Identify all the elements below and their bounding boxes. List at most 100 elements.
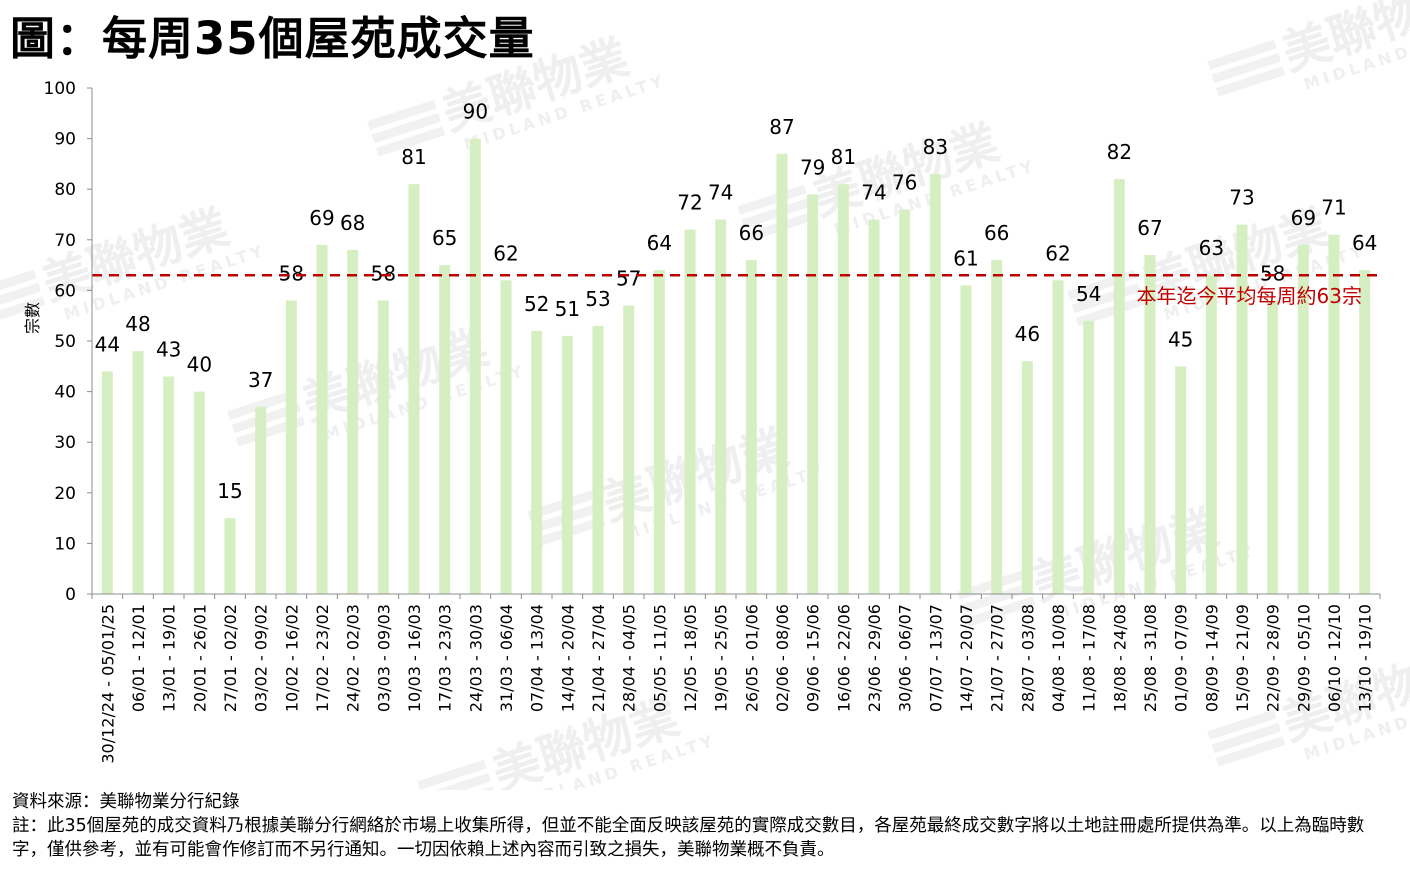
- watermark-stripe: [0, 296, 46, 327]
- bar-value-label: 62: [493, 241, 518, 265]
- watermark-stripe: [965, 596, 1036, 627]
- x-tick-label: 06/10 - 12/10: [1325, 604, 1344, 712]
- bar: [1267, 300, 1279, 594]
- x-tick-label: 13/10 - 19/10: [1356, 604, 1375, 712]
- bar-value-label: 81: [401, 145, 426, 169]
- watermark-stripe: [741, 197, 811, 229]
- x-tick-label: 14/04 - 20/04: [558, 604, 577, 712]
- axes: [87, 87, 1381, 599]
- bar-value-label: 62: [1045, 241, 1070, 265]
- bar: [101, 371, 113, 594]
- x-tick-label: 18/08 - 24/08: [1110, 604, 1129, 712]
- y-tick-label: 90: [54, 130, 76, 150]
- watermark-stripe: [1207, 39, 1277, 70]
- x-tick-label: 02/06 - 08/06: [773, 604, 792, 712]
- bar-value-label: 53: [585, 287, 610, 311]
- bar: [807, 194, 819, 594]
- bar-value-label: 66: [984, 221, 1009, 245]
- x-tick-label: 04/08 - 10/08: [1049, 604, 1068, 712]
- bar: [285, 300, 297, 594]
- bar-value-label: 81: [831, 145, 856, 169]
- bar: [561, 335, 573, 594]
- watermark-stripe: [1207, 709, 1277, 740]
- page-title: 圖：每周35個屋苑成交量: [10, 12, 535, 65]
- bar-value-label: 87: [769, 115, 794, 139]
- watermark-stripe: [231, 402, 301, 434]
- x-tick-label: 05/05 - 11/05: [650, 604, 669, 712]
- bar-value-label: 58: [371, 262, 396, 286]
- bar: [439, 265, 451, 594]
- x-tick-label: 13/01 - 19/01: [160, 604, 179, 712]
- y-tick-label: 80: [54, 180, 76, 200]
- x-tick-label: 17/02 - 23/02: [313, 604, 332, 712]
- x-tick-label: 10/03 - 16/03: [405, 604, 424, 712]
- bar: [163, 376, 175, 594]
- x-tick-label: 19/05 - 25/05: [712, 604, 731, 712]
- x-tick-label: 08/09 - 14/09: [1202, 604, 1221, 712]
- bar: [929, 174, 941, 594]
- bar-value-label: 74: [861, 181, 886, 205]
- x-tick-label: 16/06 - 22/06: [834, 604, 853, 712]
- bar-value-label: 69: [1291, 206, 1316, 230]
- x-tick-label: 25/08 - 31/08: [1141, 604, 1160, 712]
- x-tick-label: 03/03 - 09/03: [374, 604, 393, 712]
- bar: [837, 184, 849, 594]
- watermark-stripe: [227, 389, 297, 420]
- bar: [1113, 179, 1125, 594]
- watermark-stripe: [1211, 722, 1281, 754]
- x-tick-label: 07/04 - 13/04: [528, 604, 547, 712]
- y-tick-label: 10: [54, 534, 76, 554]
- bar: [653, 270, 665, 594]
- x-tick-label: 12/05 - 18/05: [681, 604, 700, 712]
- x-tick-label: 21/07 - 27/07: [988, 604, 1007, 712]
- bar: [1021, 361, 1033, 594]
- bar: [1328, 234, 1340, 595]
- bar-value-label: 69: [309, 206, 334, 230]
- average-label: 本年迄今平均每周約63宗: [1137, 284, 1362, 308]
- footer-source: 資料來源：美聯物業分行紀錄: [12, 792, 240, 812]
- bar-value-label: 66: [739, 221, 764, 245]
- bar-series: [101, 138, 1371, 595]
- bar-value-label: 67: [1137, 216, 1162, 240]
- bar: [1144, 254, 1156, 595]
- x-tick-label: 28/04 - 04/05: [620, 604, 639, 712]
- x-tick-label: 22/09 - 28/09: [1264, 604, 1283, 712]
- y-axis-label: 宗數: [23, 302, 42, 334]
- watermark-stripe: [417, 759, 487, 790]
- y-tick-labels: 0 10 20 30 40 50 60 70 80 90 100: [44, 79, 76, 605]
- x-tick-label: 29/09 - 05/10: [1294, 604, 1313, 712]
- bar-value-label: 76: [892, 170, 917, 194]
- bar-value-label: 90: [463, 100, 488, 124]
- watermark-stripe: [367, 99, 437, 130]
- y-tick-label: 40: [54, 383, 76, 403]
- footer: 資料來源：美聯物業分行紀錄 註：此35個屋苑的成交資料乃根據美聯分行網絡於市場上…: [12, 790, 1397, 862]
- bar: [1175, 366, 1187, 594]
- x-tick-labels: 30/12/24 - 05/01/25 06/01 - 12/01 13/01 - …: [98, 604, 1374, 764]
- bar-value-label: 72: [677, 191, 702, 215]
- x-tick-label: 23/06 - 29/06: [865, 604, 884, 712]
- bar-value-label: 64: [1352, 231, 1377, 255]
- bar: [715, 219, 727, 594]
- bar: [1052, 280, 1064, 594]
- watermark-stripe: [371, 112, 441, 144]
- x-tick-label: 28/07 - 03/08: [1018, 604, 1037, 712]
- x-tick-label: 30/12/24 - 05/01/25: [98, 604, 117, 764]
- y-tick-label: 60: [54, 281, 76, 301]
- watermark-stripe: [1215, 66, 1286, 97]
- bar-value-label: 54: [1076, 282, 1101, 306]
- bar-value-label: 65: [432, 226, 457, 250]
- bar-value-label: 44: [95, 332, 120, 356]
- x-tick-label: 20/01 - 26/01: [190, 604, 209, 712]
- bar-value-label: 51: [555, 297, 580, 321]
- bar-value-label: 37: [248, 368, 273, 392]
- y-tick-label: 0: [65, 585, 76, 605]
- bar: [408, 184, 420, 594]
- bar: [1297, 244, 1309, 595]
- bar-value-label: 40: [187, 353, 212, 377]
- x-tick-label: 14/07 - 20/07: [957, 604, 976, 712]
- bar: [592, 325, 604, 594]
- x-tick-label: 27/01 - 02/02: [221, 604, 240, 712]
